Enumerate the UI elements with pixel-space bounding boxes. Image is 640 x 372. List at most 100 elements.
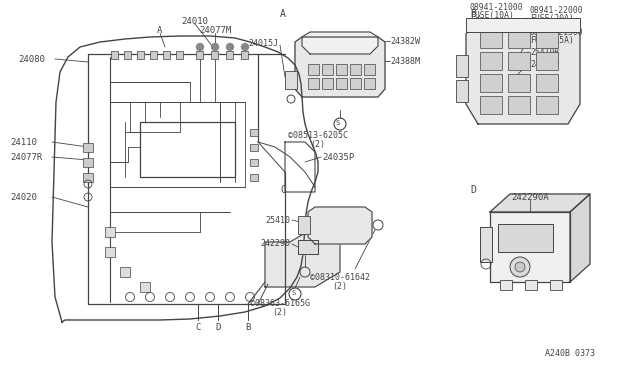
- Bar: [480, 52, 502, 70]
- Text: D: D: [470, 185, 476, 195]
- Text: 24077M: 24077M: [199, 26, 231, 35]
- Bar: [120, 267, 130, 277]
- Text: 24020: 24020: [10, 192, 37, 202]
- Bar: [364, 78, 375, 89]
- Bar: [480, 74, 502, 92]
- Text: 242290A: 242290A: [511, 192, 549, 202]
- Bar: [83, 173, 93, 182]
- Text: 08941-21000: 08941-21000: [470, 3, 524, 12]
- Polygon shape: [466, 20, 580, 124]
- Polygon shape: [265, 227, 340, 287]
- Circle shape: [211, 44, 218, 51]
- Polygon shape: [308, 207, 372, 244]
- Bar: [83, 143, 93, 152]
- Bar: [480, 30, 502, 48]
- Text: S: S: [336, 120, 340, 126]
- Bar: [508, 30, 530, 48]
- Bar: [536, 30, 558, 48]
- Polygon shape: [302, 32, 378, 54]
- Text: B: B: [245, 324, 251, 333]
- Bar: [336, 78, 347, 89]
- Text: ©08310-61642: ©08310-61642: [310, 273, 370, 282]
- Circle shape: [241, 44, 248, 51]
- Text: 24077R: 24077R: [10, 153, 42, 161]
- Text: 25410: 25410: [265, 215, 290, 224]
- Text: A: A: [280, 9, 286, 19]
- Text: 24110: 24110: [10, 138, 37, 147]
- Bar: [308, 64, 319, 75]
- Text: 24080: 24080: [18, 55, 45, 64]
- Bar: [456, 80, 468, 102]
- Bar: [211, 51, 218, 59]
- Bar: [336, 64, 347, 75]
- Bar: [250, 174, 258, 181]
- Text: FUSE(15A): FUSE(15A): [530, 35, 574, 45]
- Bar: [176, 51, 183, 59]
- Text: 24382W: 24382W: [390, 36, 420, 45]
- Text: ©08363-6165G: ©08363-6165G: [250, 299, 310, 308]
- Text: (2): (2): [273, 308, 287, 317]
- Bar: [508, 96, 530, 114]
- Bar: [226, 51, 233, 59]
- Bar: [140, 282, 150, 292]
- Bar: [480, 227, 492, 262]
- Text: 25410R: 25410R: [530, 48, 559, 57]
- Bar: [490, 212, 570, 282]
- Bar: [480, 96, 502, 114]
- Text: 24035P: 24035P: [322, 153, 355, 161]
- Bar: [466, 18, 580, 32]
- Bar: [250, 159, 258, 166]
- Text: A240B 0373: A240B 0373: [545, 350, 595, 359]
- Bar: [298, 216, 310, 234]
- Text: 24312P: 24312P: [530, 60, 559, 68]
- Text: (2): (2): [333, 282, 348, 291]
- Bar: [308, 78, 319, 89]
- Text: 242290: 242290: [260, 240, 290, 248]
- Bar: [111, 51, 118, 59]
- Bar: [550, 280, 562, 290]
- Circle shape: [227, 44, 234, 51]
- Text: 24010: 24010: [182, 16, 209, 26]
- Bar: [83, 158, 93, 167]
- Bar: [500, 280, 512, 290]
- Polygon shape: [570, 194, 590, 282]
- Bar: [196, 51, 203, 59]
- Bar: [241, 51, 248, 59]
- Text: 24388M: 24388M: [390, 57, 420, 65]
- Bar: [456, 55, 468, 77]
- Text: D: D: [215, 324, 221, 333]
- Text: B: B: [470, 9, 476, 19]
- Bar: [350, 78, 361, 89]
- Bar: [536, 52, 558, 70]
- Bar: [536, 74, 558, 92]
- Text: C: C: [280, 185, 286, 195]
- Bar: [525, 280, 537, 290]
- Text: S: S: [291, 290, 295, 296]
- Circle shape: [515, 262, 525, 272]
- Bar: [364, 64, 375, 75]
- Bar: [498, 224, 553, 252]
- Circle shape: [510, 257, 530, 277]
- Text: 24015J: 24015J: [248, 38, 278, 48]
- Text: C: C: [195, 324, 201, 333]
- Text: (2): (2): [310, 140, 326, 148]
- Bar: [536, 96, 558, 114]
- Bar: [150, 51, 157, 59]
- Bar: [140, 122, 235, 177]
- Bar: [137, 51, 144, 59]
- Bar: [350, 64, 361, 75]
- Bar: [105, 247, 115, 257]
- Bar: [508, 52, 530, 70]
- Text: ©08513-6205C: ©08513-6205C: [288, 131, 348, 140]
- Bar: [250, 129, 258, 136]
- Polygon shape: [295, 37, 385, 97]
- Bar: [322, 64, 333, 75]
- Text: FUSE(10A): FUSE(10A): [470, 10, 514, 19]
- Bar: [105, 227, 115, 237]
- Bar: [163, 51, 170, 59]
- Bar: [322, 78, 333, 89]
- Bar: [508, 74, 530, 92]
- Polygon shape: [490, 194, 590, 212]
- Bar: [285, 71, 297, 89]
- Bar: [250, 144, 258, 151]
